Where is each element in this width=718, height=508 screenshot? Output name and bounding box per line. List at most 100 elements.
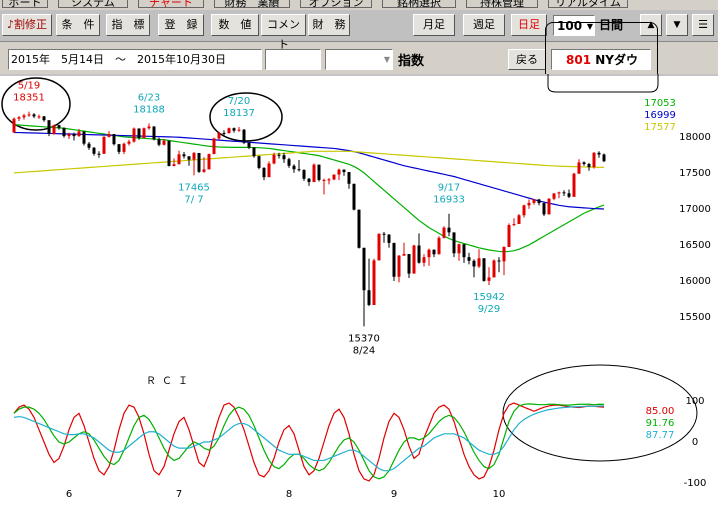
tab[interactable]: オプション: [300, 0, 372, 9]
highlight-frame: [547, 74, 659, 93]
candle-body: [122, 143, 126, 152]
candle-body: [132, 128, 136, 142]
annotation-value: 18188: [133, 104, 165, 115]
candle-body: [522, 205, 526, 216]
candle-body: [17, 117, 21, 119]
button[interactable]: 週足: [463, 14, 505, 36]
candle-body: [157, 139, 161, 145]
candle-body: [277, 154, 281, 156]
legend-value: 87.77: [646, 430, 675, 441]
indicator-line: [13, 402, 605, 482]
candle-body: [437, 237, 441, 255]
candle-body: [42, 116, 46, 121]
candle-body: [237, 129, 241, 131]
candle-body: [257, 156, 261, 168]
button[interactable]: 財 務: [308, 14, 350, 36]
candle-body: [82, 131, 86, 144]
candle-body: [187, 156, 191, 160]
candle-body: [32, 114, 36, 117]
button[interactable]: 月足: [413, 14, 455, 36]
candle-body: [422, 257, 426, 263]
candle-body: [362, 247, 366, 291]
candle-body: [542, 203, 546, 215]
candle-body: [47, 120, 51, 134]
button[interactable]: ▼: [666, 14, 688, 36]
candle-body: [322, 179, 326, 181]
candle-body: [292, 165, 296, 170]
y-tick-label: 0: [692, 437, 698, 448]
symbol-code: 801: [566, 53, 592, 67]
candle-body: [312, 164, 316, 183]
candle-body: [57, 125, 61, 128]
candle-body: [532, 199, 536, 203]
y-tick-label: 17000: [679, 204, 711, 215]
candle-body: [52, 125, 56, 134]
candle-body: [267, 163, 271, 178]
dropdown-arrow: ▼: [383, 55, 390, 64]
tab[interactable]: システム: [58, 0, 128, 9]
candle-body: [172, 164, 176, 166]
candle-body: [507, 225, 511, 247]
candle-body: [412, 245, 416, 274]
button[interactable]: 数 値: [211, 14, 259, 36]
indicator-line: [13, 403, 605, 480]
tab[interactable]: 持株管理: [466, 0, 538, 9]
tab[interactable]: チャート: [138, 0, 204, 9]
button[interactable]: 日足: [511, 14, 547, 36]
candle-body: [452, 232, 456, 254]
button[interactable]: 指 標: [106, 14, 150, 36]
candle-body: [427, 249, 431, 258]
y-tick-label: 16000: [679, 276, 711, 287]
symbol-box: 801 NYダウ: [551, 49, 651, 70]
legend-value: 16999: [644, 110, 676, 121]
button[interactable]: ♪割修正: [2, 14, 52, 36]
candle-body: [282, 155, 286, 160]
button[interactable]: 条 件: [56, 14, 100, 36]
candle-body: [137, 128, 141, 138]
y-tick-label: 16500: [679, 240, 711, 251]
candle-body: [227, 128, 231, 134]
tab[interactable]: 財務 業績: [214, 0, 290, 9]
y-tick-label: 15500: [679, 312, 711, 323]
candle-body: [152, 126, 156, 140]
candle-body: [247, 142, 251, 148]
candle-body: [102, 136, 106, 154]
candle-body: [352, 183, 356, 210]
candle-body: [597, 152, 601, 155]
chart-background: [0, 74, 718, 508]
tab[interactable]: 銘柄選択: [382, 0, 456, 9]
candle-body: [217, 133, 221, 139]
candle-body: [447, 227, 451, 233]
back-button[interactable]: 戻る: [508, 49, 546, 70]
candle-body: [77, 131, 81, 137]
button[interactable]: コメント: [261, 14, 306, 51]
candle-body: [397, 255, 401, 277]
candle-body: [272, 154, 276, 164]
candle-body: [552, 193, 556, 199]
candle-body: [22, 115, 26, 118]
annotation-value: 18137: [223, 108, 255, 119]
candle-body: [347, 172, 351, 184]
candle-body: [417, 245, 421, 263]
tab[interactable]: ポート: [2, 0, 48, 9]
tab[interactable]: リアルタイム: [548, 0, 628, 9]
candle-body: [562, 192, 566, 194]
candle-body: [472, 260, 476, 267]
candle-body: [177, 154, 181, 165]
button[interactable]: 登 録: [158, 14, 204, 36]
highlight-circle: [1, 77, 71, 131]
candle-body: [317, 164, 321, 180]
candle-body: [327, 179, 331, 181]
period-select[interactable]: 100 ▼: [553, 15, 595, 36]
annotation-date: 6/23: [138, 92, 160, 103]
field[interactable]: ▼: [325, 49, 393, 70]
indicator-line: [13, 405, 605, 472]
highlight-circle: [502, 364, 698, 462]
annotation-value: 15370: [348, 333, 380, 344]
annotation-value: 16933: [433, 195, 465, 206]
button[interactable]: ☰: [692, 14, 714, 36]
annotation-date: 9/17: [438, 183, 460, 194]
indicator-line: [14, 131, 605, 210]
candle-body: [477, 258, 481, 267]
